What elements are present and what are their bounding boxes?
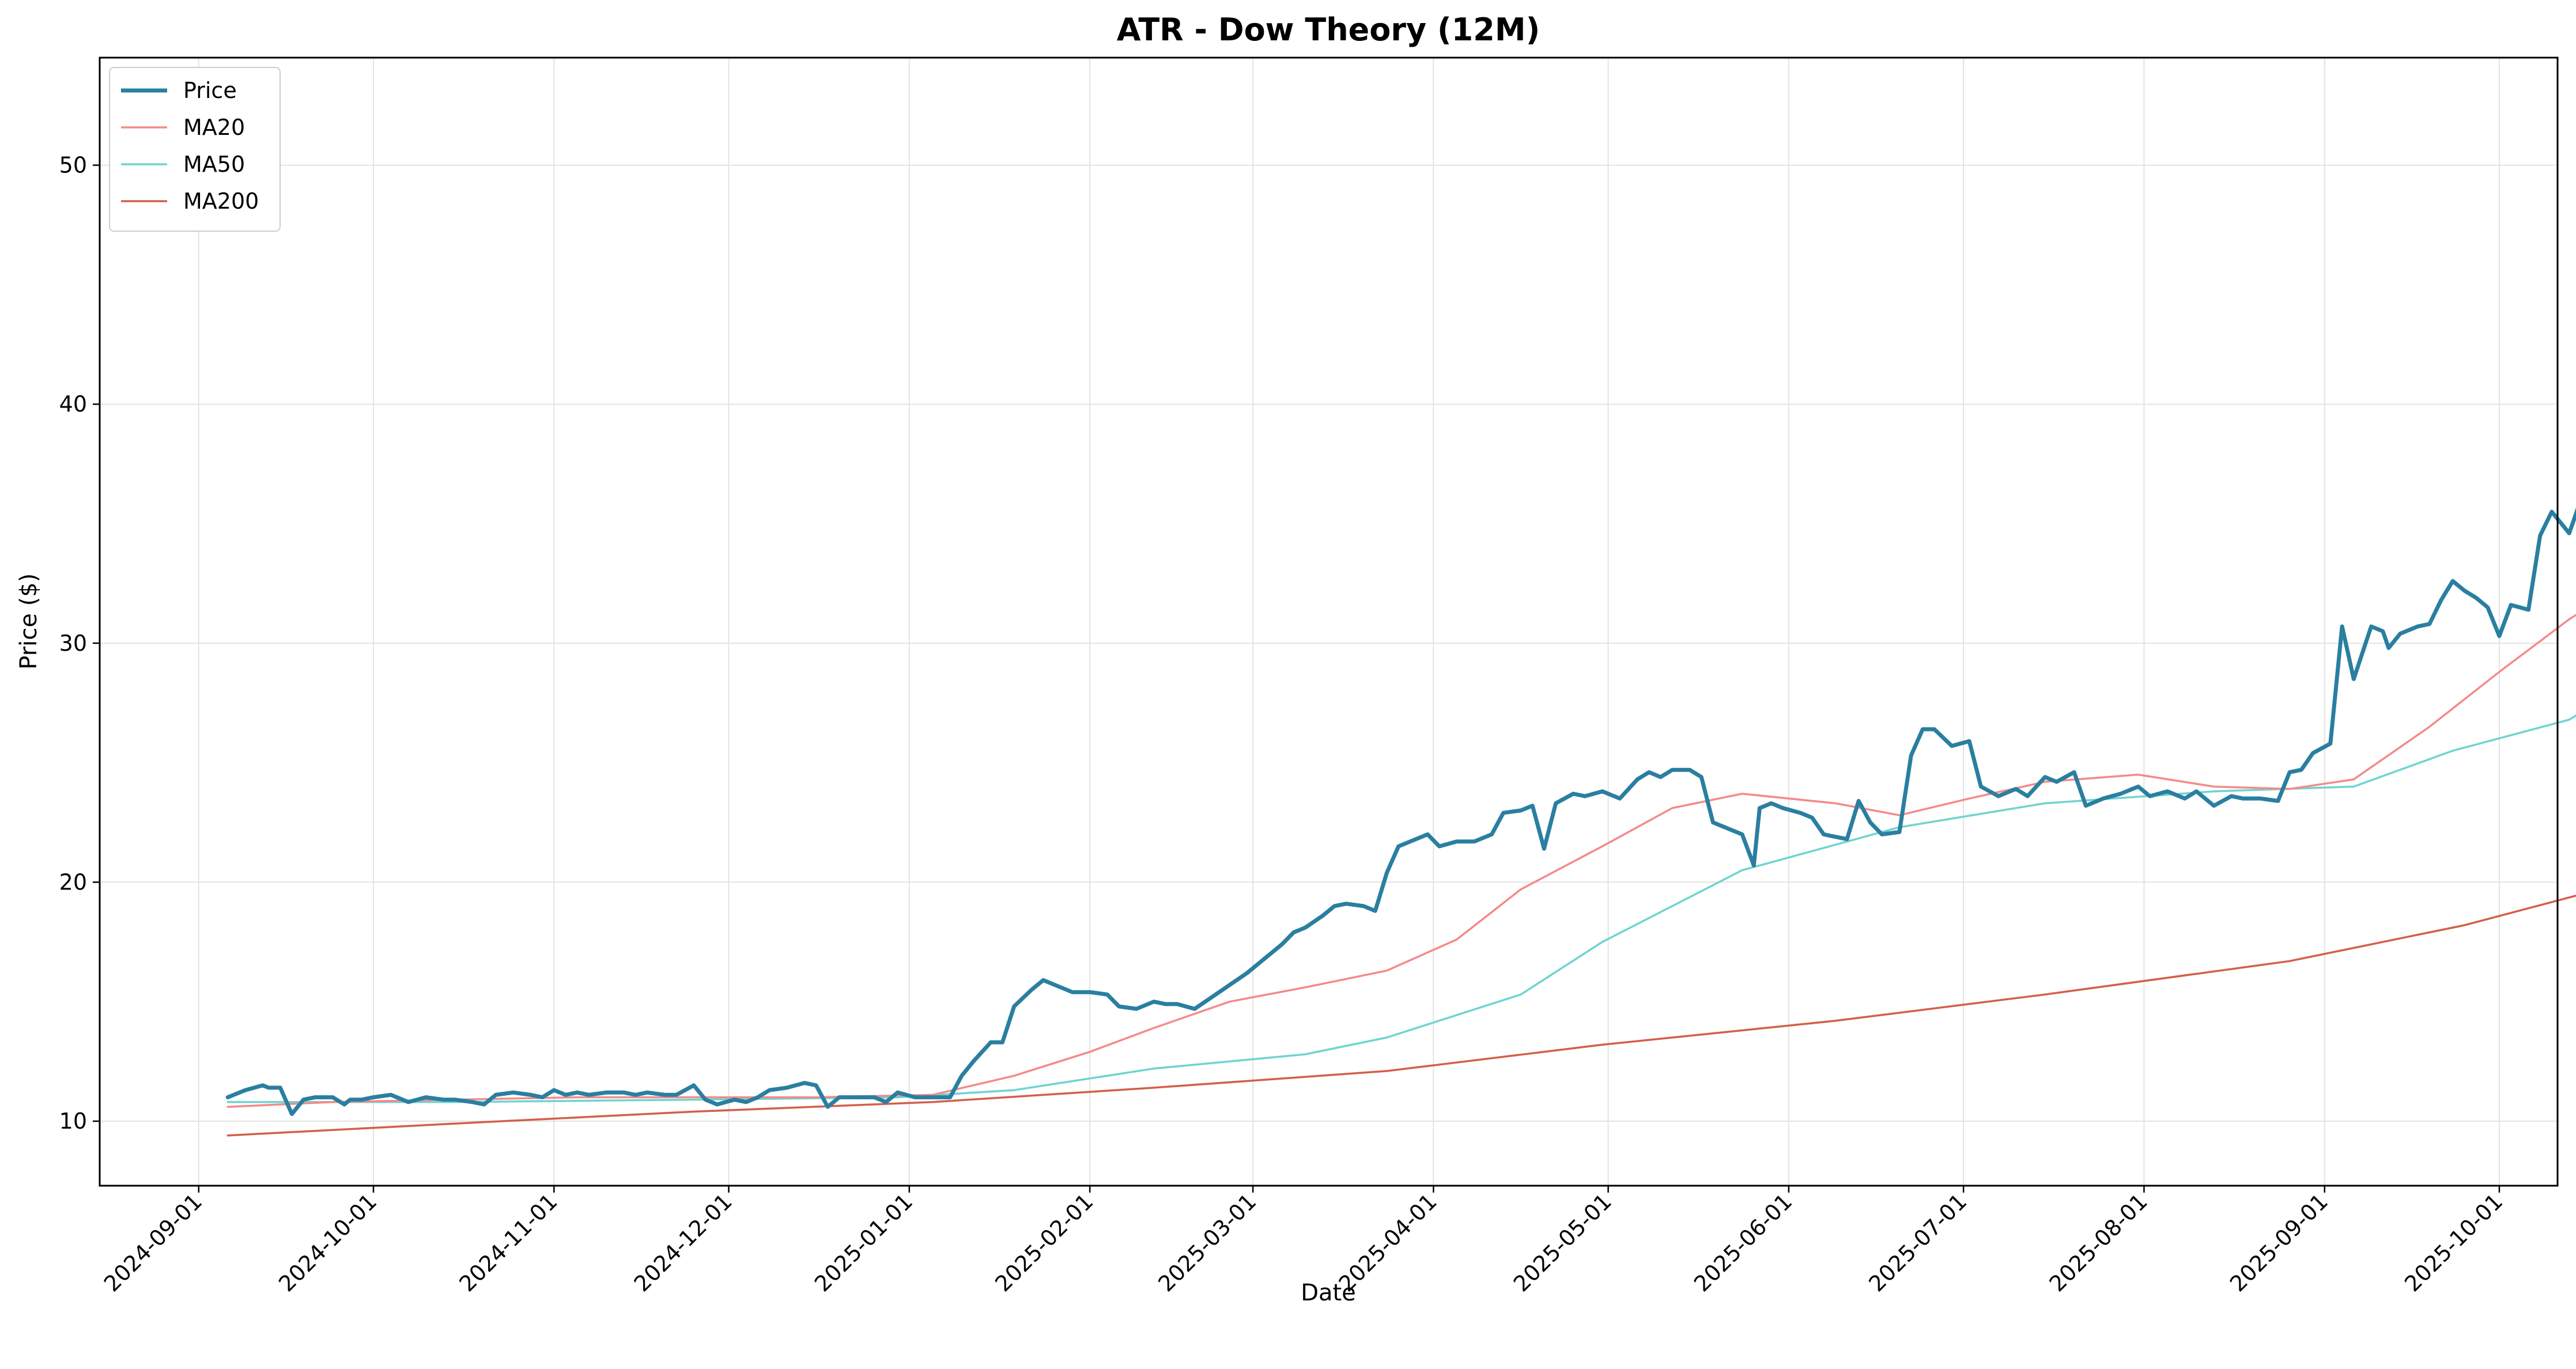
legend-label: MA200 [183,188,259,214]
y-tick-label: 30 [59,631,87,656]
y-axis: 10 20 30 40 50 [59,153,100,1134]
legend-label: MA50 [183,152,245,177]
ma20-line [226,613,2576,1108]
legend-label: Price [183,78,237,103]
chart-title: ATR - Dow Theory (12M) [1117,12,1540,48]
x-axis-label: Date [1301,1280,1356,1306]
price-line [225,507,2576,1117]
legend: Price MA20 MA50 MA200 [109,67,281,232]
ma200-line [226,894,2576,1137]
series-lines [225,507,2576,1137]
y-tick-label: 40 [59,391,87,417]
y-tick-label: 20 [59,869,87,895]
legend-box [109,67,281,232]
plot-frame [99,56,2559,1187]
y-tick-label: 10 [59,1108,87,1134]
grid [100,58,2558,1186]
ma50-line [226,714,2576,1103]
legend-label: MA20 [183,115,245,140]
y-tick-label: 50 [59,153,87,178]
y-axis-label: Price ($) [16,574,42,670]
